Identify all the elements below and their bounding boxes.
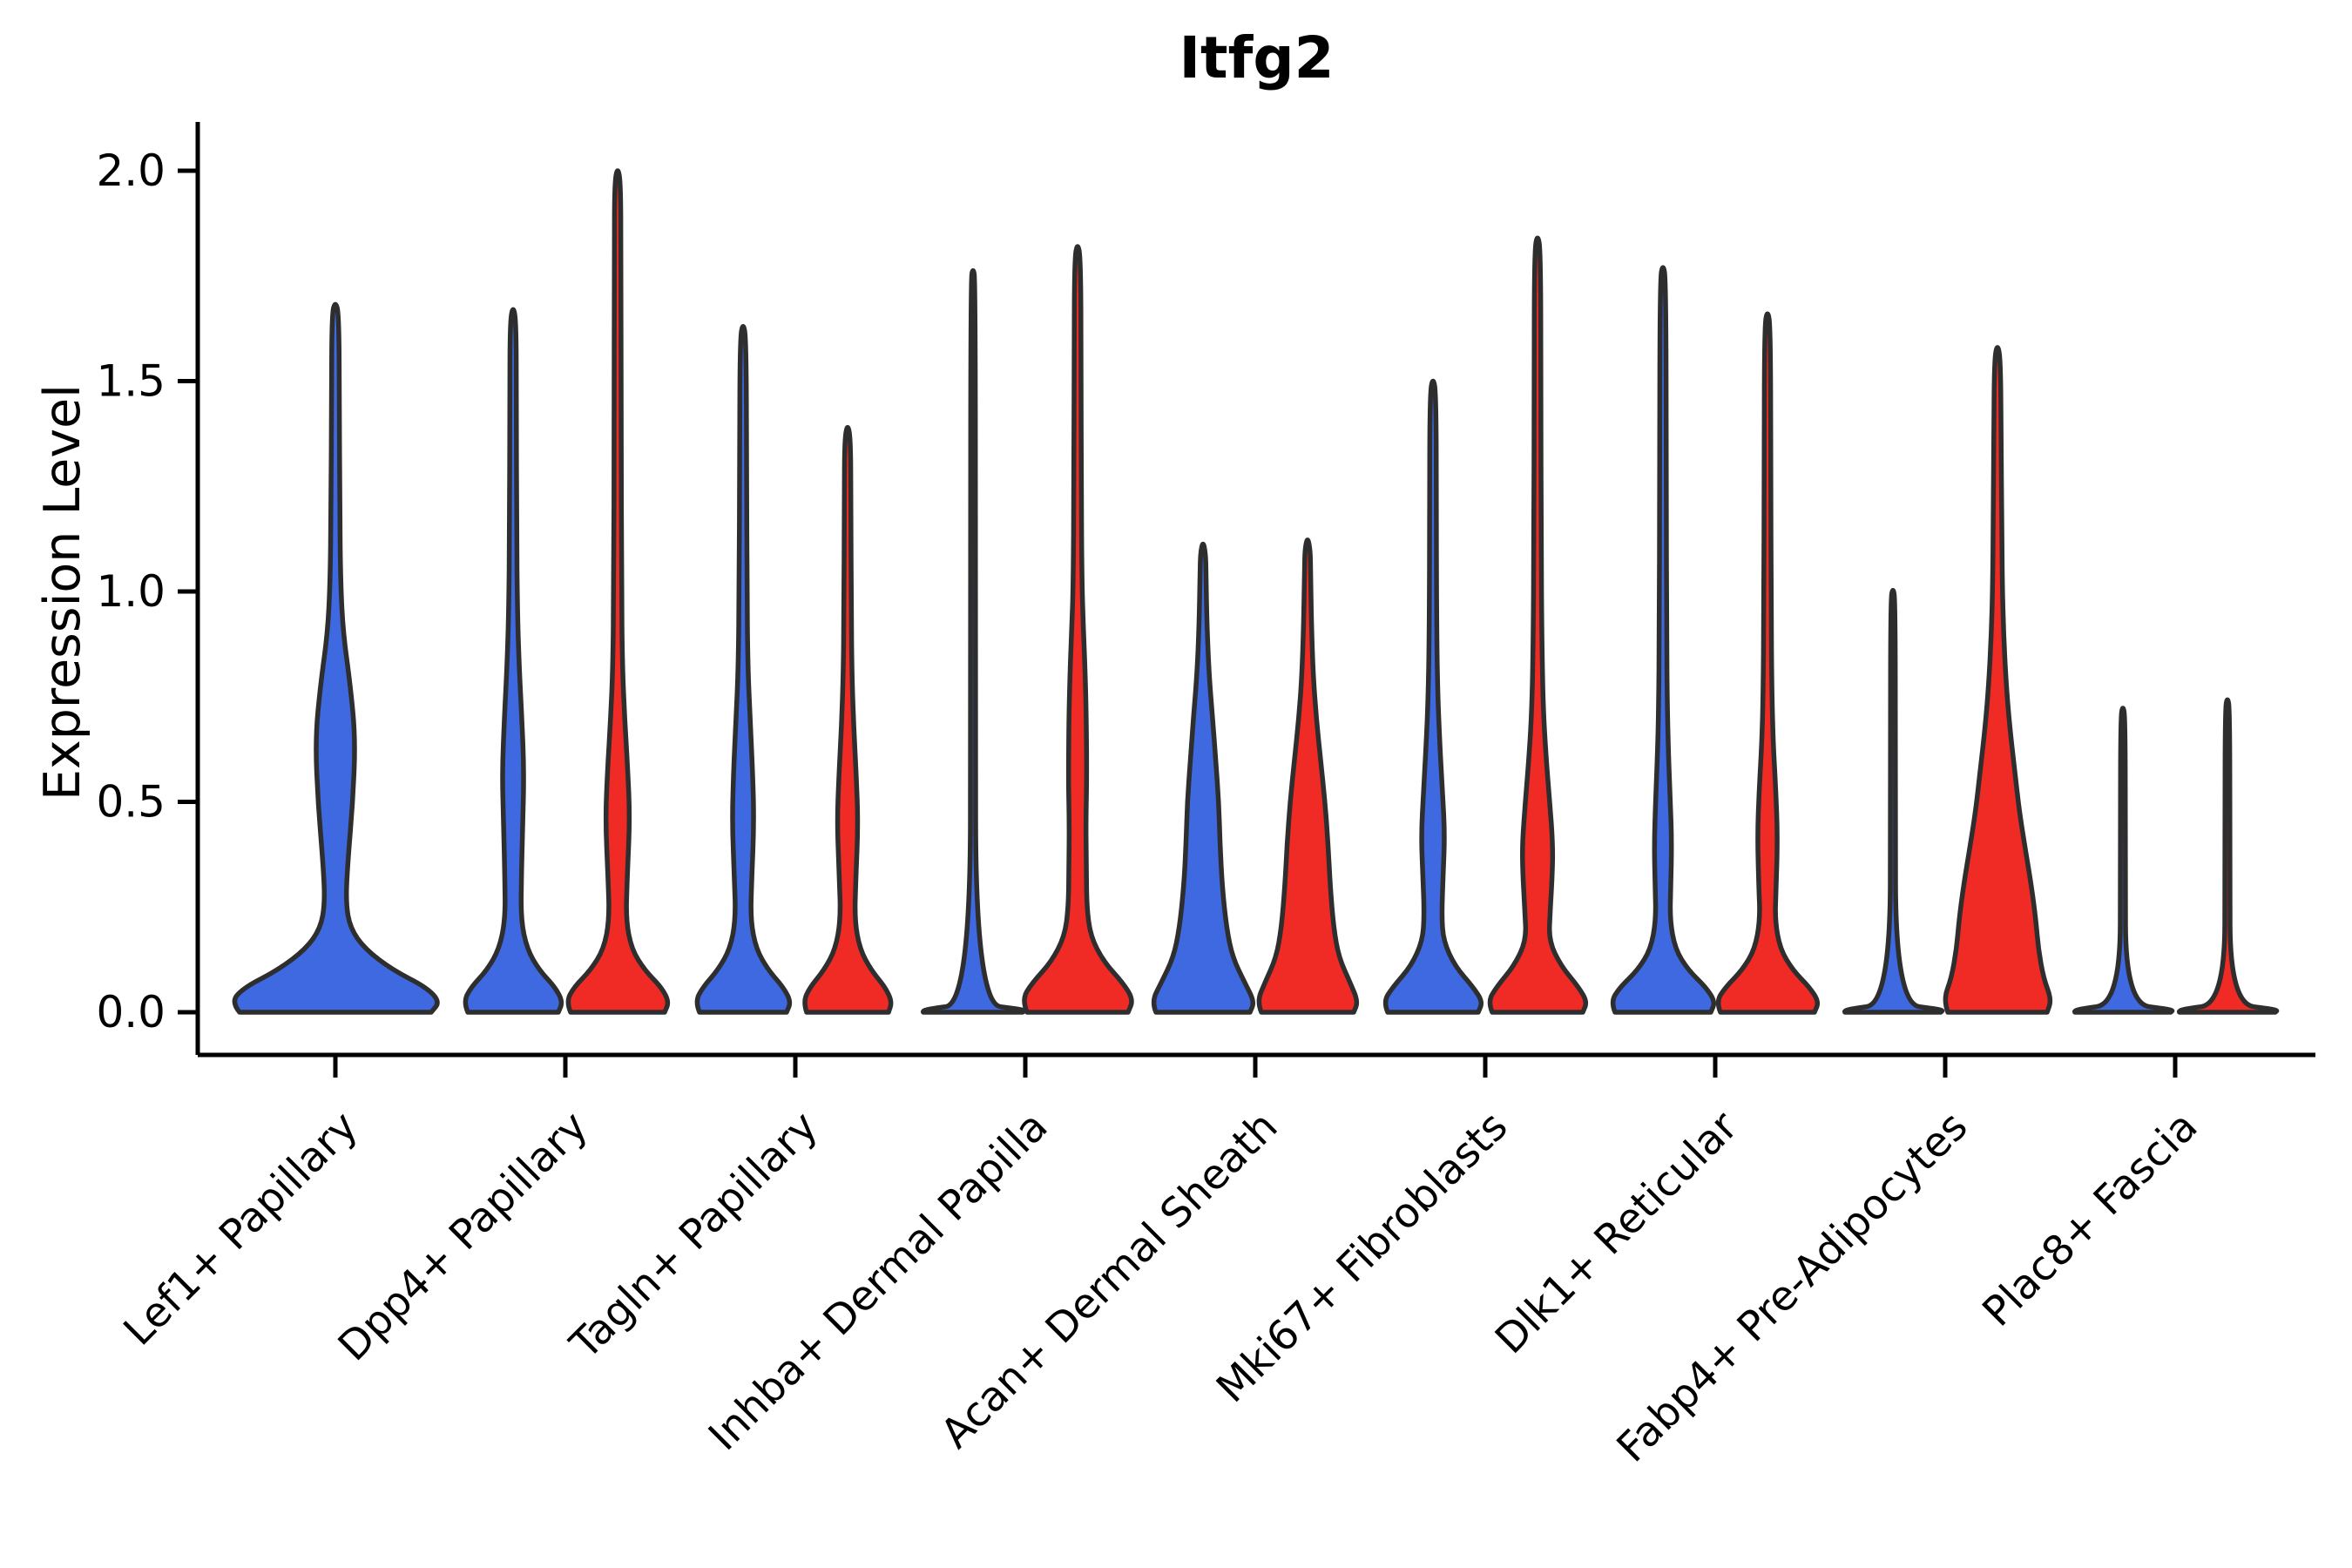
y-tick-label: 1.0 xyxy=(96,566,166,617)
violin-red-dpp4-papillary xyxy=(565,168,671,1015)
y-tick-label: 0.5 xyxy=(96,777,166,828)
violin-blue-acan-dermal-sheath xyxy=(1151,541,1255,1015)
violin-red-mki67-fibroblasts xyxy=(1487,235,1589,1015)
x-category-label: Lef1+ Papillary xyxy=(115,1103,368,1355)
violin-red-acan-dermal-sheath xyxy=(1256,537,1360,1015)
x-category-label: Plac8+ Fascia xyxy=(1974,1103,2207,1336)
violin-red-tagln-papillary xyxy=(802,424,894,1015)
violin-blue-fabp4-pre-adipocytes xyxy=(1842,588,1945,1015)
chart-title: Itfg2 xyxy=(1179,24,1335,91)
x-category-label: Dlk1+ Reticular xyxy=(1486,1102,1747,1363)
violin-blue-inhba-dermal-papilla xyxy=(920,267,1027,1015)
y-tick-label: 0.0 xyxy=(96,987,166,1037)
violin-red-fabp4-pre-adipocytes xyxy=(1943,345,2053,1015)
violin-blue-plac8-fascia xyxy=(2072,706,2175,1015)
violin-blue-tagln-papillary xyxy=(694,323,793,1015)
violin-blue-dpp4-papillary xyxy=(463,307,564,1015)
violin-red-dlk1-reticular xyxy=(1715,311,1820,1015)
y-axis-label: Expression Level xyxy=(34,384,91,801)
x-category-label: Dpp4+ Papillary xyxy=(329,1103,598,1371)
y-tick-label: 1.5 xyxy=(96,356,166,407)
x-category-label: Tagln+ Papillary xyxy=(561,1103,828,1369)
violin-red-plac8-fascia xyxy=(2176,697,2280,1015)
violin-blue-mki67-fibroblasts xyxy=(1382,378,1484,1015)
violin-blue-dlk1-reticular xyxy=(1610,265,1716,1015)
y-tick-label: 2.0 xyxy=(96,145,166,196)
violin-blue-lef1-papillary xyxy=(232,301,440,1015)
violin-red-inhba-dermal-papilla xyxy=(1022,244,1134,1015)
